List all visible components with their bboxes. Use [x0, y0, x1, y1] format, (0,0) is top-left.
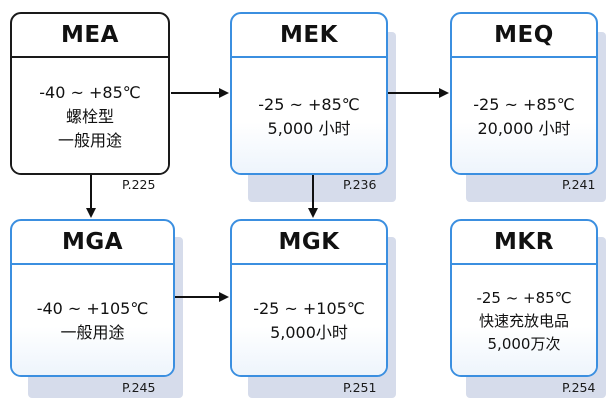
node-mkr-box: MKR -25 ~ +85℃ 快速充放电品 5,000万次	[450, 219, 598, 377]
node-mea-box: MEA -40 ~ +85℃ 螺栓型 一般用途	[10, 12, 170, 175]
node-mea-line-3: 一般用途	[57, 130, 122, 150]
node-mek-line-2: 5,000 小时	[267, 118, 351, 138]
node-mgk-title: MGK	[232, 221, 386, 265]
node-mgk-page: P.251	[343, 380, 377, 395]
node-mkr-title: MKR	[452, 221, 596, 265]
node-meq-line-2: 20,000 小时	[477, 118, 571, 138]
node-mga-line-2: 一般用途	[60, 323, 125, 342]
node-mek-box: MEK -25 ~ +85℃ 5,000 小时	[230, 12, 388, 175]
node-meq-page: P.241	[562, 177, 596, 192]
node-mkr-line-2: 快速充放电品	[478, 311, 569, 330]
node-mgk-body: -25 ~ +105℃ 5,000小时	[232, 265, 386, 375]
node-mkr-body: -25 ~ +85℃ 快速充放电品 5,000万次	[452, 265, 596, 375]
node-mea-line-2: 螺栓型	[65, 106, 114, 126]
node-mgk-box: MGK -25 ~ +105℃ 5,000小时	[230, 219, 388, 377]
node-meq-body: -25 ~ +85℃ 20,000 小时	[452, 58, 596, 173]
node-mea-line-1: -40 ~ +85℃	[39, 82, 141, 102]
node-meq-line-1: -25 ~ +85℃	[473, 94, 575, 114]
node-mea-page: P.225	[122, 177, 156, 192]
node-mek-page: P.236	[343, 177, 377, 192]
node-mkr-page: P.254	[562, 380, 596, 395]
node-meq-box: MEQ -25 ~ +85℃ 20,000 小时	[450, 12, 598, 175]
node-mek-line-1: -25 ~ +85℃	[258, 94, 360, 114]
node-mek-body: -25 ~ +85℃ 5,000 小时	[232, 58, 386, 173]
node-mga-box: MGA -40 ~ +105℃ 一般用途	[10, 219, 175, 377]
node-mga-line-1: -40 ~ +105℃	[36, 299, 149, 318]
node-mgk-line-2: 5,000小时	[270, 323, 348, 342]
node-mga-title: MGA	[12, 221, 173, 265]
node-meq-title: MEQ	[452, 14, 596, 58]
node-mek-title: MEK	[232, 14, 386, 58]
node-mgk-line-1: -25 ~ +105℃	[253, 299, 365, 318]
node-mga-body: -40 ~ +105℃ 一般用途	[12, 265, 173, 375]
node-mkr-line-3: 5,000万次	[487, 334, 561, 353]
node-mea-body: -40 ~ +85℃ 螺栓型 一般用途	[12, 58, 168, 173]
node-mea-title: MEA	[12, 14, 168, 58]
node-mkr-line-1: -25 ~ +85℃	[476, 288, 572, 307]
node-mga-page: P.245	[122, 380, 156, 395]
